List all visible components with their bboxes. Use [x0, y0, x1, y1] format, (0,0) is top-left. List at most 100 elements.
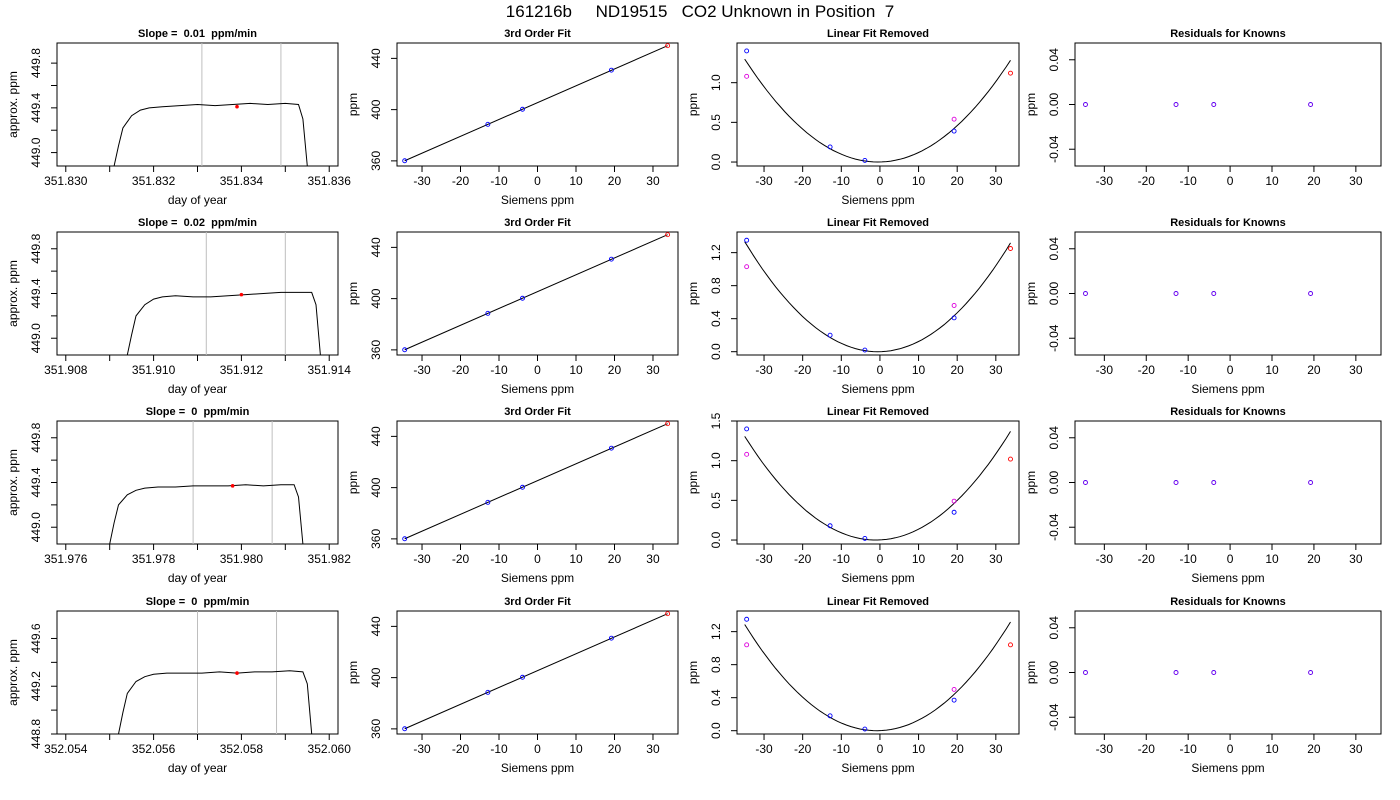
y-tick-label: 0.00 — [1047, 660, 1061, 684]
known-point — [485, 689, 491, 695]
y-tick-label: 449.0 — [29, 323, 43, 353]
x-tick-label: 0 — [1227, 552, 1234, 566]
panel-title: Residuals for Knowns — [1170, 406, 1286, 418]
x-tick-label: 0 — [534, 742, 541, 756]
x-tick-label: 30 — [1349, 552, 1363, 566]
y-tick-label: -0.04 — [1047, 703, 1061, 731]
panel-r4-c2: 3rd Order Fit Siemens ppm ppm -30 -20 -10 0 10 2… — [346, 596, 679, 775]
trace-line — [126, 291, 321, 355]
y-tick-label: 0.0 — [709, 153, 723, 170]
fit-curve — [744, 621, 1011, 732]
fit-line — [404, 613, 668, 730]
x-tick-label: 10 — [569, 552, 583, 566]
trace-line — [113, 102, 308, 166]
x-tick-label: -10 — [1180, 174, 1198, 188]
removed-point — [951, 686, 957, 692]
known-point — [608, 256, 614, 262]
y-tick-label: 1.0 — [709, 452, 723, 469]
known-point — [862, 535, 868, 541]
x-tick-label: 352.054 — [44, 742, 88, 756]
known-point — [402, 347, 408, 353]
x-tick-label: 20 — [951, 363, 965, 377]
y-tick-label: 449.0 — [29, 512, 43, 542]
known-point — [402, 726, 408, 732]
plot-frame — [736, 42, 1020, 167]
x-tick-label: -20 — [1138, 363, 1156, 377]
x-axis-label: Siemens ppm — [501, 571, 574, 585]
known-point — [608, 635, 614, 641]
x-tick-label: -30 — [413, 363, 431, 377]
x-tick-label: -20 — [794, 174, 812, 188]
removed-point — [744, 451, 750, 457]
residual-overlay-point — [1211, 102, 1217, 107]
y-axis-label: ppm — [1024, 282, 1038, 305]
y-axis-label: ppm — [686, 93, 700, 116]
x-axis-label: Siemens ppm — [1191, 761, 1264, 775]
average-point — [239, 292, 244, 297]
y-tick-label: 0.00 — [1047, 470, 1061, 494]
x-tick-label: 30 — [646, 174, 660, 188]
average-point — [235, 104, 239, 109]
y-axis-label: ppm — [1024, 93, 1038, 116]
y-tick-label: 440 — [369, 616, 383, 636]
known-point — [951, 509, 957, 515]
x-axis-label: Siemens ppm — [841, 761, 914, 775]
y-tick-label: 440 — [369, 48, 383, 68]
known-point — [520, 106, 525, 112]
y-tick-label: 0.0 — [709, 343, 723, 360]
fit-line — [404, 423, 668, 540]
y-tick-label: 449.4 — [29, 93, 43, 123]
x-tick-label: -10 — [490, 363, 508, 377]
x-tick-label: 10 — [912, 174, 926, 188]
x-tick-label: -30 — [755, 174, 773, 188]
x-tick-label: 20 — [608, 742, 622, 756]
removed-point — [744, 642, 750, 648]
x-tick-label: 20 — [608, 552, 622, 566]
y-axis-label: approx. ppm — [6, 639, 20, 706]
plot-frame — [736, 420, 1020, 545]
average-point — [235, 671, 239, 675]
x-tick-label: 30 — [646, 742, 660, 756]
x-tick-label: 351.836 — [308, 174, 352, 188]
x-tick-label: 30 — [646, 363, 660, 377]
known-point — [827, 523, 833, 529]
x-tick-label: -30 — [1096, 552, 1114, 566]
y-axis-label: approx. ppm — [6, 449, 20, 516]
x-axis-label: Siemens ppm — [841, 382, 914, 396]
x-tick-label: 30 — [989, 363, 1003, 377]
x-tick-label: 351.976 — [44, 552, 88, 566]
x-axis-label: Siemens ppm — [1191, 382, 1264, 396]
y-tick-label: 0.0 — [709, 531, 723, 548]
panel-title: Residuals for Knowns — [1170, 217, 1286, 229]
x-axis-label: day of year — [168, 382, 227, 396]
y-axis-label: approx. ppm — [6, 71, 20, 138]
unknown-point — [1008, 246, 1013, 251]
y-tick-label: 360 — [369, 340, 383, 360]
trace-line — [109, 484, 304, 544]
panel-r4-c1: Slope = 0 ppm/min day of year approx. ppm 3… — [6, 596, 351, 775]
x-tick-label: -30 — [755, 363, 773, 377]
x-tick-label: 352.058 — [220, 742, 264, 756]
residual-overlay-point — [1308, 291, 1313, 296]
x-tick-label: 0 — [534, 363, 541, 377]
known-point — [744, 48, 750, 54]
y-tick-label: 0.00 — [1047, 92, 1061, 116]
x-tick-label: 351.978 — [132, 552, 176, 566]
x-tick-label: 10 — [1265, 742, 1279, 756]
x-axis-label: day of year — [168, 761, 227, 775]
y-tick-label: 440 — [369, 426, 383, 446]
x-tick-label: 10 — [1265, 174, 1279, 188]
x-tick-label: 351.914 — [308, 363, 352, 377]
x-tick-label: 20 — [951, 552, 965, 566]
residual-overlay-point — [1173, 480, 1179, 485]
x-axis-label: day of year — [168, 571, 227, 585]
removed-point — [951, 303, 957, 308]
unknown-point — [665, 43, 671, 49]
y-tick-label: 0.5 — [709, 114, 723, 131]
y-tick-label: 1.2 — [709, 244, 723, 261]
known-point — [402, 158, 408, 164]
x-tick-label: -10 — [833, 552, 851, 566]
x-tick-label: 20 — [951, 742, 965, 756]
